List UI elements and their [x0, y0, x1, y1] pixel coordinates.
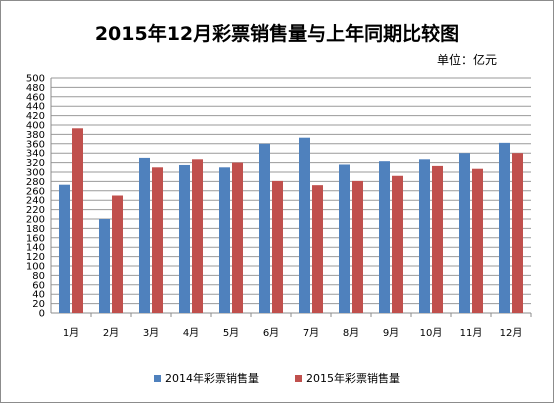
y-tick-label: 460: [26, 92, 45, 103]
x-tick-label: 6月: [263, 327, 279, 339]
bar-2014: [299, 137, 310, 313]
y-tick-label: 300: [26, 168, 45, 179]
y-tick-label: 400: [26, 121, 45, 132]
y-tick-label: 280: [26, 177, 45, 188]
y-tick-label: 320: [26, 158, 45, 169]
x-tick-label: 2月: [103, 327, 119, 339]
x-tick-label: 12月: [500, 327, 523, 339]
y-tick-label: 200: [26, 215, 45, 226]
bar-2014: [419, 159, 430, 313]
bar-2015: [352, 180, 363, 313]
y-tick-label: 500: [26, 74, 45, 85]
x-tick-label: 9月: [383, 327, 399, 339]
y-tick-label: 260: [26, 186, 45, 197]
x-tick-label: 5月: [223, 327, 239, 339]
y-tick-label: 220: [26, 205, 45, 216]
bar-2014: [499, 142, 510, 313]
y-tick-label: 240: [26, 196, 45, 207]
x-tick-label: 4月: [183, 327, 199, 339]
chart-legend: 2014年彩票销售量 2015年彩票销售量: [1, 370, 553, 386]
bar-2014: [179, 164, 190, 313]
bar-2014: [379, 161, 390, 313]
bar-2014: [139, 157, 150, 313]
y-tick-label: 180: [26, 224, 45, 235]
x-tick-label: 1月: [63, 327, 79, 339]
y-tick-label: 380: [26, 130, 45, 141]
legend-item-2014: 2014年彩票销售量: [154, 370, 259, 386]
bar-2015: [192, 159, 203, 313]
bar-2015: [152, 167, 163, 313]
x-tick-label: 8月: [343, 327, 359, 339]
bar-2015: [112, 195, 123, 313]
y-tick-label: 140: [26, 243, 45, 254]
y-tick-label: 20: [32, 299, 45, 310]
bar-2015: [472, 168, 483, 313]
legend-swatch-2015: [295, 374, 302, 382]
chart-unit-label: 单位：亿元: [436, 53, 497, 67]
y-tick-label: 420: [26, 111, 45, 122]
bar-2014: [259, 143, 270, 313]
x-tick-label: 10月: [420, 327, 443, 339]
bar-2015: [312, 185, 323, 313]
bar-2015: [72, 128, 83, 313]
chart-title: 2015年12月彩票销售量与上年同期比较图: [94, 23, 460, 45]
y-tick-label: 100: [26, 262, 45, 273]
bar-2015: [512, 153, 523, 313]
bar-2014: [339, 164, 350, 313]
x-tick-label: 11月: [460, 327, 483, 339]
y-tick-label: 440: [26, 102, 45, 113]
bar-2014: [99, 219, 110, 313]
bar-2015: [232, 162, 243, 313]
y-tick-label: 340: [26, 149, 45, 160]
legend-label-2014: 2014年彩票销售量: [165, 372, 259, 385]
y-tick-label: 160: [26, 233, 45, 244]
y-tick-label: 360: [26, 139, 45, 150]
x-tick-label: 7月: [303, 327, 319, 339]
bar-2014: [219, 167, 230, 313]
bar-2015: [272, 180, 283, 313]
y-tick-label: 60: [32, 280, 45, 291]
y-tick-label: 40: [32, 290, 45, 301]
legend-item-2015: 2015年彩票销售量: [295, 370, 400, 386]
legend-swatch-2014: [154, 374, 161, 382]
y-tick-label: 80: [32, 271, 45, 282]
bar-2015: [432, 165, 443, 313]
bar-2014: [459, 153, 470, 313]
y-tick-label: 0: [39, 309, 45, 320]
bar-2014: [59, 184, 70, 313]
y-tick-label: 120: [26, 252, 45, 263]
bar-2015: [392, 175, 403, 313]
y-tick-label: 480: [26, 83, 45, 94]
x-tick-label: 3月: [143, 327, 159, 339]
legend-label-2015: 2015年彩票销售量: [306, 372, 400, 385]
